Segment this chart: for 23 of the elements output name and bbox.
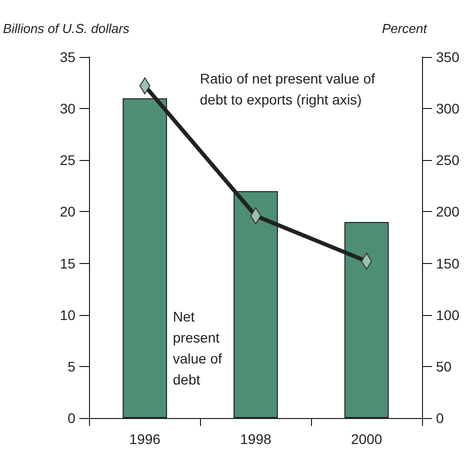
y-tick-label: 0 (68, 410, 76, 426)
series-label: Net present value of debt (172, 308, 226, 388)
y2-tick-label: 250 (436, 152, 460, 168)
y2-axis-title: Percent (382, 21, 428, 36)
y-tick-label: 25 (60, 152, 76, 168)
y2-tick-label: 50 (436, 358, 452, 374)
y-tick-label: 30 (60, 100, 76, 117)
y2-tick-label: 350 (436, 49, 460, 65)
y-axis-title: Billions of U.S. dollars (2, 21, 130, 36)
y2-tick-label: 300 (436, 100, 460, 117)
y2-tick-label: 150 (436, 255, 460, 272)
x-tick-label: 2000 (350, 431, 382, 447)
y-tick-label: 20 (60, 204, 76, 220)
y-tick-label: 5 (68, 358, 76, 374)
x-tick-label: 1998 (240, 431, 272, 447)
y2-tick-label: 0 (436, 410, 444, 426)
y-tick-label: 10 (60, 306, 76, 323)
y-tick-label: 15 (60, 255, 76, 272)
y2-tick-label: 200 (436, 204, 460, 220)
y-tick-label: 35 (60, 49, 76, 65)
y2-tick-label: 100 (436, 306, 460, 323)
x-tick-label: 1996 (129, 431, 161, 447)
series-label: Ratio of net present value of debt to exports (right axis) (200, 70, 379, 108)
